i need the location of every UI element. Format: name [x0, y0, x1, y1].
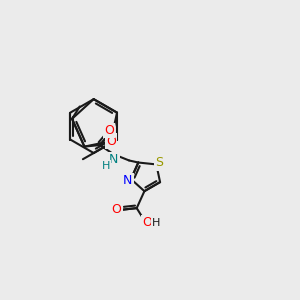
Text: N: N [123, 174, 133, 187]
Text: O: O [112, 203, 122, 216]
Text: H: H [102, 161, 110, 171]
Text: O: O [104, 124, 114, 137]
Text: O: O [142, 216, 152, 229]
Text: H: H [152, 218, 160, 228]
Text: N: N [109, 153, 118, 166]
Text: O: O [106, 135, 116, 148]
Text: S: S [155, 156, 164, 170]
